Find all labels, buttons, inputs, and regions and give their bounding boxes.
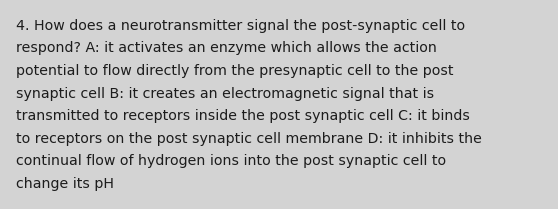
Text: synaptic cell B: it creates an electromagnetic signal that is: synaptic cell B: it creates an electroma… [16,87,434,101]
Text: potential to flow directly from the presynaptic cell to the post: potential to flow directly from the pres… [16,64,453,78]
Text: transmitted to receptors inside the post synaptic cell C: it binds: transmitted to receptors inside the post… [16,109,469,123]
Text: 4. How does a neurotransmitter signal the post-synaptic cell to: 4. How does a neurotransmitter signal th… [16,19,465,33]
Text: respond? A: it activates an enzyme which allows the action: respond? A: it activates an enzyme which… [16,41,436,55]
Text: change its pH: change its pH [16,177,114,191]
Text: continual flow of hydrogen ions into the post synaptic cell to: continual flow of hydrogen ions into the… [16,154,446,168]
Text: to receptors on the post synaptic cell membrane D: it inhibits the: to receptors on the post synaptic cell m… [16,132,482,146]
